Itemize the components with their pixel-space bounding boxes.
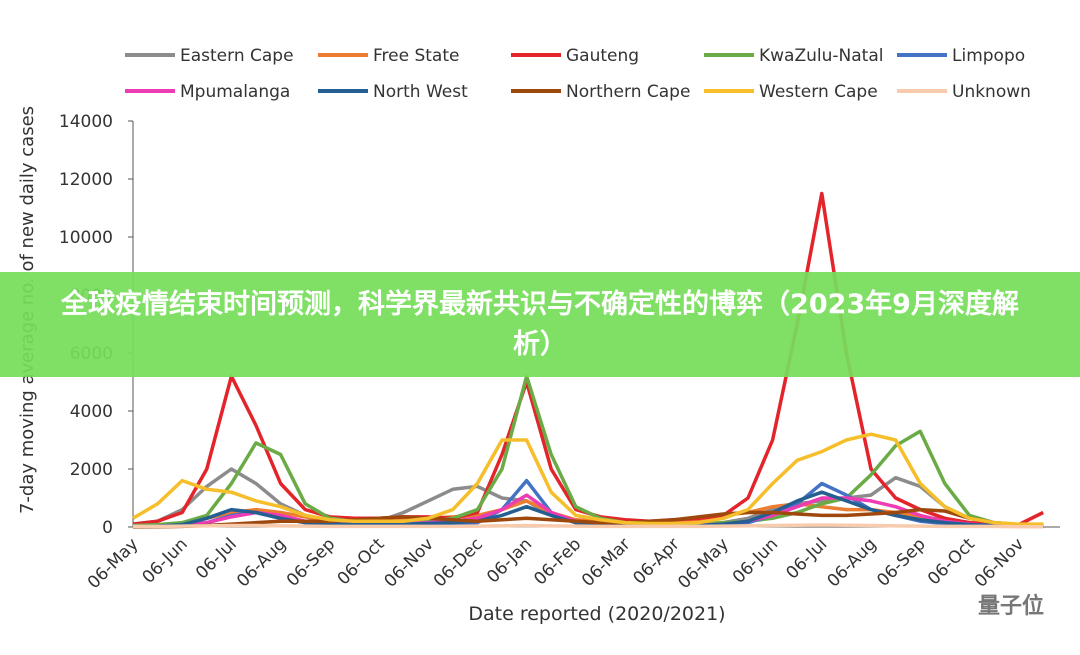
y-tick-label: 10000 [59,228,113,248]
legend-label: Free State [373,46,459,66]
legend-label: Eastern Cape [180,46,294,66]
x-tick-label: 06-Jun [139,534,192,587]
headline: 全球疫情结束时间预测，科学界最新共识与不确定性的博弈（2023年9月深度解析） [61,288,1019,360]
series-line [132,374,1044,528]
x-tick-label: 06-Jan [483,534,536,587]
legend-label: KwaZulu-Natal [759,46,883,66]
x-tick-label: 06-Nov [380,534,437,591]
legend-label: Limpopo [952,46,1025,66]
x-axis-label: Date reported (2020/2021) [468,603,725,625]
watermark: 量子位 [977,594,1044,619]
x-tick-label: 06-Oct [924,534,979,589]
x-tick-label: 06-Aug [824,534,881,591]
x-tick-label: 06-Jun [729,534,782,587]
legend-label: North West [373,82,468,102]
y-tick-label: 4000 [70,402,113,422]
x-tick-label: 06-Sep [283,534,339,590]
y-tick-label: 12000 [59,170,113,190]
x-tick-label: 06-Dec [430,534,487,591]
x-tick-label: 06-Sep [873,534,929,590]
banner: 全球疫情结束时间预测，科学界最新共识与不确定性的博弈（2023年9月深度解析） [0,272,1080,377]
x-tick-label: 06-Mar [578,534,634,590]
y-tick-label: 14000 [59,112,113,132]
legend-label: Northern Cape [566,82,690,102]
y-tick-label: 2000 [70,460,113,480]
series-line [132,507,1044,529]
legend-label: Gauteng [566,46,639,66]
x-tick-label: 06-May [84,534,143,593]
series-line [132,432,1044,526]
x-tick-label: 06-Feb [530,534,585,589]
legend-label: Western Cape [759,82,878,102]
x-tick-label: 06-Aug [233,534,290,591]
x-tick-label: 06-Oct [334,534,389,589]
y-tick-label: 0 [102,518,113,538]
x-tick-label: 06-May [674,534,733,593]
legend-label: Unknown [952,82,1031,102]
series-line [133,523,1044,529]
legend-label: Mpumalanga [180,82,290,102]
x-tick-label: 06-Nov [971,534,1028,591]
